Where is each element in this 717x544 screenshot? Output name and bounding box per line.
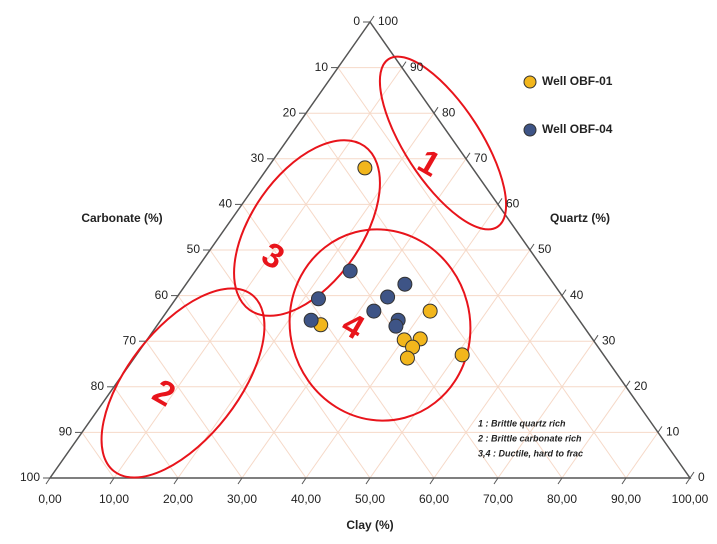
- region-label: 2: [146, 372, 181, 414]
- data-point: [310, 291, 326, 307]
- note: 3,4 : Ductile, hard to frac: [478, 448, 583, 458]
- tick-mark: [685, 477, 691, 485]
- tick-mark: [301, 477, 307, 485]
- region-3-ellipse: [233, 139, 381, 317]
- legend-marker: [523, 123, 537, 137]
- clay-tick-label: 60,00: [419, 492, 449, 506]
- right-axis-title: Quartz (%): [550, 211, 610, 225]
- region-label: 1: [411, 142, 446, 184]
- carbonate-tick-label: 0: [353, 14, 360, 28]
- grid-line: [241, 158, 467, 479]
- grid-line: [273, 158, 499, 479]
- data-point: [303, 312, 319, 328]
- tick-mark: [109, 477, 115, 485]
- clay-tick-label: 90,00: [611, 492, 641, 506]
- carbonate-tick-label: 10: [315, 60, 329, 74]
- clay-tick-label: 40,00: [291, 492, 321, 506]
- clay-tick-label: 50,00: [355, 492, 385, 506]
- tick-mark: [369, 15, 375, 23]
- quartz-tick-label: 100: [378, 14, 398, 28]
- data-point: [342, 263, 358, 279]
- data-point: [454, 347, 470, 363]
- tick-mark: [529, 243, 535, 251]
- data-point: [366, 303, 382, 319]
- grid-line: [145, 340, 243, 479]
- grid-line: [369, 249, 531, 479]
- quartz-tick-label: 60: [506, 197, 520, 211]
- tick-mark: [429, 477, 435, 485]
- tick-mark: [401, 61, 407, 68]
- grid-line: [497, 340, 595, 479]
- region-label: 3: [255, 235, 290, 277]
- data-point: [422, 303, 438, 319]
- data-point: [388, 318, 404, 334]
- tick-mark: [625, 380, 631, 388]
- tick-mark: [497, 198, 503, 205]
- regions: [100, 55, 508, 479]
- tick-mark: [593, 334, 599, 342]
- clay-tick-label: 100,00: [672, 492, 709, 506]
- grid-line: [337, 67, 627, 479]
- grid-line: [113, 67, 403, 479]
- quartz-tick-label: 50: [538, 242, 552, 256]
- legend-marker: [523, 75, 537, 89]
- carbonate-tick-label: 100: [20, 470, 40, 484]
- left-axis-title: Carbonate (%): [81, 211, 162, 225]
- grid-line: [81, 432, 115, 479]
- carbonate-tick-label: 70: [123, 333, 137, 347]
- clay-tick-label: 80,00: [547, 492, 577, 506]
- tick-mark: [237, 477, 243, 485]
- tick-mark: [561, 289, 567, 296]
- tick-mark: [621, 477, 627, 485]
- clay-tick-label: 10,00: [99, 492, 129, 506]
- tick-mark: [465, 152, 471, 160]
- carbonate-tick-label: 90: [59, 425, 73, 439]
- carbonate-tick-label: 50: [187, 242, 201, 256]
- tick-mark: [433, 106, 439, 114]
- carbonate-tick-label: 80: [91, 379, 105, 393]
- tick-mark: [689, 471, 695, 479]
- data-point: [380, 289, 396, 305]
- clay-tick-label: 30,00: [227, 492, 257, 506]
- quartz-tick-label: 80: [442, 105, 456, 119]
- region-4-ellipse: [288, 228, 472, 422]
- data-point: [357, 160, 373, 176]
- quartz-tick-label: 90: [410, 60, 424, 74]
- clay-tick-label: 20,00: [163, 492, 193, 506]
- tick-mark: [173, 477, 179, 485]
- grid-line: [625, 432, 659, 479]
- tick-mark: [365, 477, 371, 485]
- note: 1 : Brittle quartz rich: [478, 418, 566, 428]
- clay-tick-label: 0,00: [38, 492, 62, 506]
- tick-mark: [45, 477, 51, 485]
- carbonate-tick-label: 60: [155, 288, 169, 302]
- clay-tick-label: 70,00: [483, 492, 513, 506]
- legend-label: Well OBF-01: [542, 74, 613, 88]
- quartz-tick-label: 40: [570, 288, 584, 302]
- carbonate-tick-label: 40: [219, 197, 233, 211]
- tick-mark: [557, 477, 563, 485]
- tick-mark: [657, 426, 663, 433]
- tick-mark: [493, 477, 499, 485]
- data-point: [397, 276, 413, 292]
- grid: [49, 21, 691, 479]
- quartz-tick-label: 20: [634, 379, 648, 393]
- region-2-ellipse: [100, 287, 266, 479]
- legend-label: Well OBF-04: [542, 122, 613, 136]
- region-1-ellipse: [378, 55, 508, 231]
- quartz-tick-label: 10: [666, 425, 680, 439]
- note: 2 : Brittle carbonate rich: [477, 433, 582, 443]
- data-point: [399, 350, 415, 366]
- carbonate-tick-label: 20: [283, 105, 297, 119]
- quartz-tick-label: 70: [474, 151, 488, 165]
- quartz-tick-label: 30: [602, 333, 616, 347]
- quartz-tick-label: 0: [698, 470, 705, 484]
- bottom-axis-title: Clay (%): [346, 518, 393, 532]
- carbonate-tick-label: 30: [251, 151, 265, 165]
